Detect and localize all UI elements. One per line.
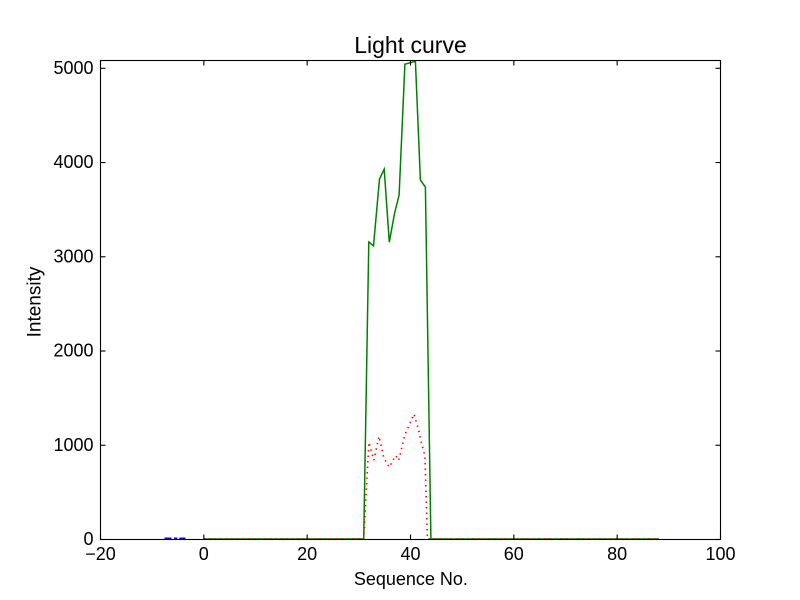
svg-text:1000: 1000 xyxy=(53,435,93,455)
svg-text:100: 100 xyxy=(705,544,735,564)
svg-text:4000: 4000 xyxy=(53,152,93,172)
svg-text:Light curve: Light curve xyxy=(354,32,467,58)
svg-text:80: 80 xyxy=(607,544,627,564)
svg-text:Sequence No.: Sequence No. xyxy=(354,569,468,589)
svg-text:Intensity: Intensity xyxy=(25,266,46,337)
svg-text:40: 40 xyxy=(400,544,420,564)
svg-text:5000: 5000 xyxy=(53,58,93,78)
svg-text:0: 0 xyxy=(83,529,93,549)
svg-text:60: 60 xyxy=(504,544,524,564)
svg-text:2000: 2000 xyxy=(53,341,93,361)
svg-text:20: 20 xyxy=(297,544,317,564)
svg-text:3000: 3000 xyxy=(53,247,93,267)
svg-text:−20: −20 xyxy=(85,544,116,564)
svg-text:0: 0 xyxy=(199,544,209,564)
